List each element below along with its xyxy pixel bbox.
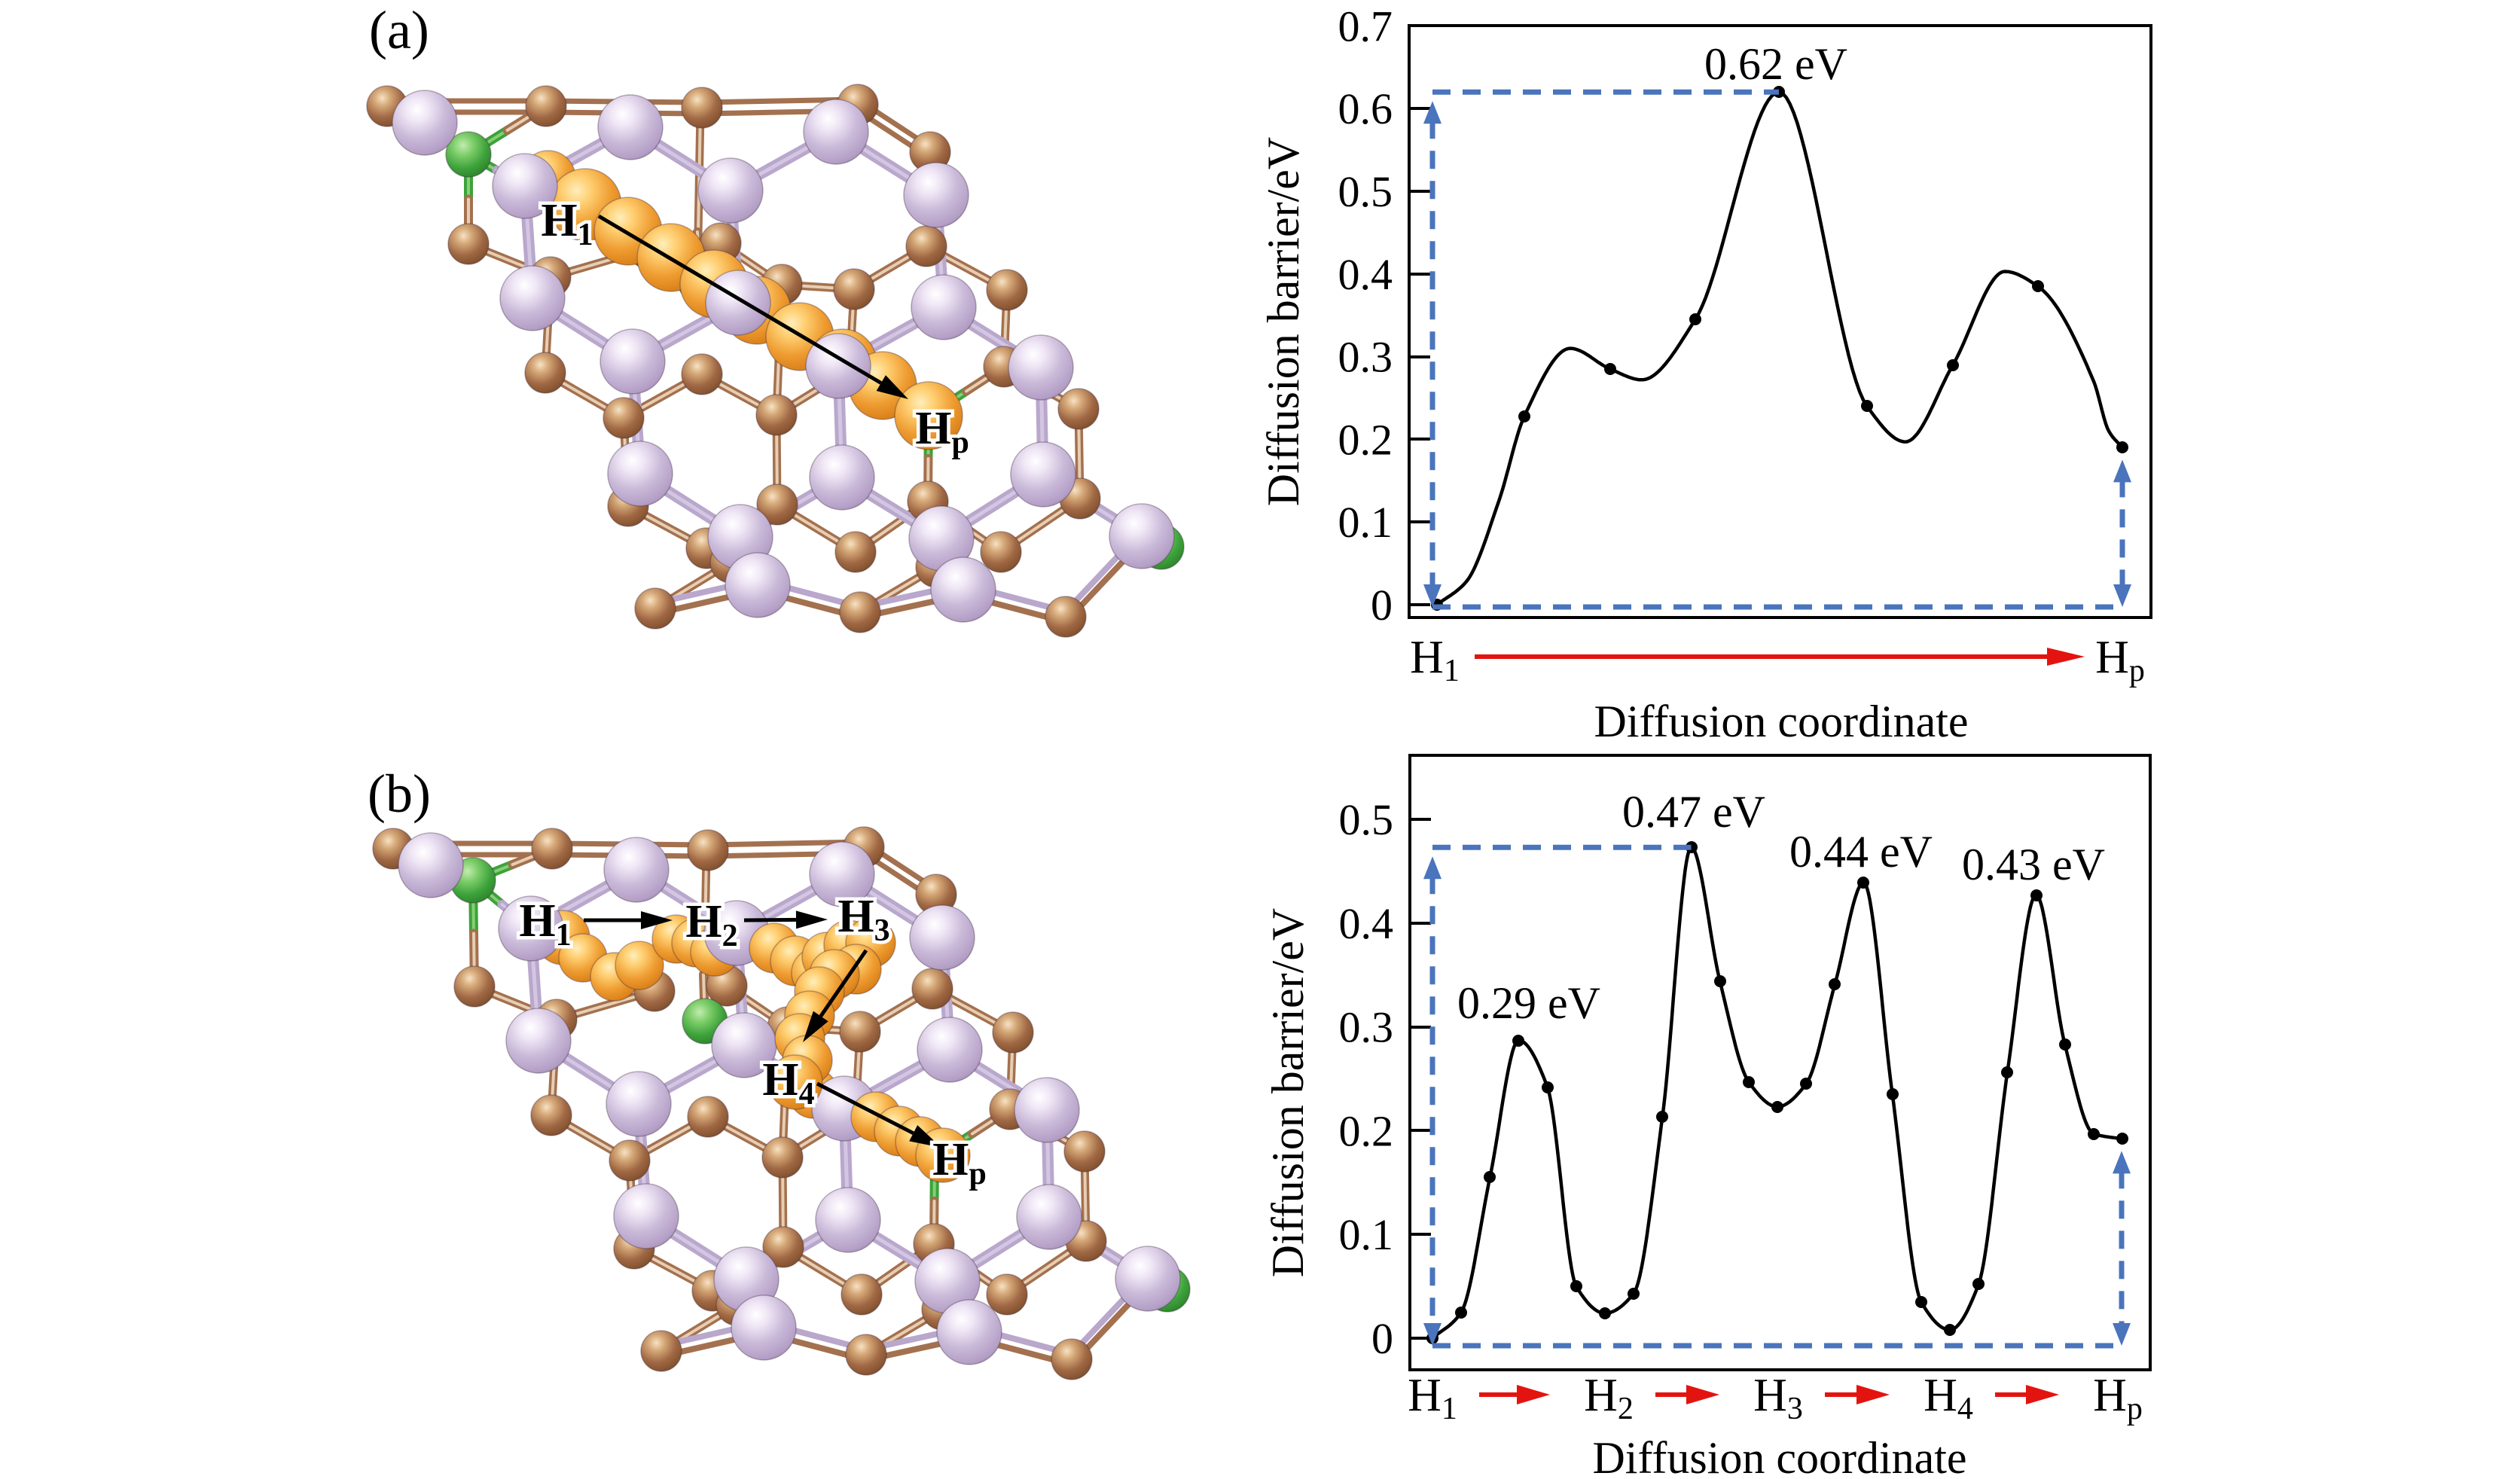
svg-text:0.4: 0.4: [1338, 250, 1393, 299]
svg-text:0: 0: [1371, 1314, 1393, 1363]
svg-text:0.62 eV: 0.62 eV: [1704, 39, 1847, 89]
svg-text:0.43 eV: 0.43 eV: [1962, 840, 2105, 889]
svg-text:0.1: 0.1: [1339, 1210, 1394, 1259]
svg-text:0.6: 0.6: [1338, 84, 1393, 133]
svg-text:Diffusion coordinate: Diffusion coordinate: [1592, 1433, 1966, 1475]
svg-text:0.5: 0.5: [1338, 167, 1393, 216]
svg-text:0.5: 0.5: [1339, 795, 1394, 844]
svg-text:0.29 eV: 0.29 eV: [1457, 978, 1600, 1028]
svg-text:Diffusion coordinate: Diffusion coordinate: [1594, 697, 1968, 746]
svg-text:0.44 eV: 0.44 eV: [1789, 827, 1933, 877]
svg-text:(a): (a): [369, 0, 429, 60]
svg-text:H3: H3: [837, 891, 889, 948]
svg-text:0.3: 0.3: [1338, 333, 1393, 382]
svg-text:H4: H4: [762, 1054, 814, 1112]
svg-text:H1: H1: [519, 895, 571, 953]
svg-text:0.47 eV: 0.47 eV: [1622, 787, 1765, 837]
svg-text:0.7: 0.7: [1338, 2, 1393, 50]
svg-text:0: 0: [1371, 581, 1393, 630]
svg-text:0.2: 0.2: [1339, 1106, 1394, 1155]
svg-text:0.2: 0.2: [1338, 415, 1393, 464]
svg-text:Diffusion barrier/eV: Diffusion barrier/eV: [1258, 137, 1308, 506]
svg-text:Diffusion barrier/eV: Diffusion barrier/eV: [1263, 908, 1313, 1277]
svg-text:Hp: Hp: [915, 403, 969, 460]
svg-text:0.1: 0.1: [1338, 498, 1393, 547]
svg-text:0.3: 0.3: [1339, 1003, 1394, 1052]
svg-text:0.4: 0.4: [1339, 899, 1394, 948]
svg-text:H2: H2: [1584, 1370, 1634, 1426]
svg-text:(b): (b): [368, 764, 431, 824]
